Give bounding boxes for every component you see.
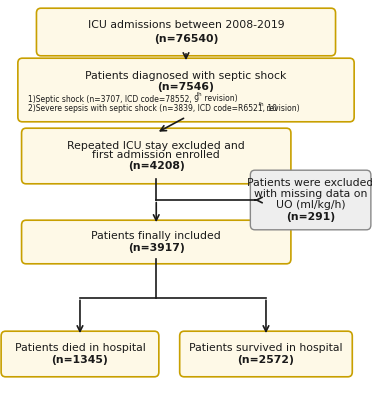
FancyBboxPatch shape <box>22 128 291 184</box>
Text: (n=4208): (n=4208) <box>128 161 185 171</box>
Text: first admission enrolled: first admission enrolled <box>92 150 220 160</box>
Text: Patients were excluded: Patients were excluded <box>247 178 372 188</box>
FancyBboxPatch shape <box>18 58 354 122</box>
Text: revision): revision) <box>202 94 238 104</box>
FancyBboxPatch shape <box>250 170 371 230</box>
Text: 2)Severe sepsis with septic shock (n=3839, ICD code=R6521, 10: 2)Severe sepsis with septic shock (n=383… <box>28 104 277 113</box>
FancyBboxPatch shape <box>36 8 336 56</box>
Text: Repeated ICU stay excluded and: Repeated ICU stay excluded and <box>67 141 245 151</box>
Text: with missing data on: with missing data on <box>254 189 367 199</box>
Text: th: th <box>197 92 203 98</box>
Text: (n=1345): (n=1345) <box>52 355 108 366</box>
Text: 1)Septic shock (n=3707, ICD code=78552, 9: 1)Septic shock (n=3707, ICD code=78552, … <box>28 94 199 104</box>
FancyBboxPatch shape <box>1 331 159 377</box>
Text: ICU admissions between 2008-2019: ICU admissions between 2008-2019 <box>88 20 284 30</box>
Text: th: th <box>259 102 265 107</box>
Text: (n=291): (n=291) <box>286 212 335 222</box>
FancyBboxPatch shape <box>180 331 352 377</box>
Text: Patients finally included: Patients finally included <box>92 230 221 240</box>
Text: UO (ml/kg/h): UO (ml/kg/h) <box>276 200 346 210</box>
Text: (n=3917): (n=3917) <box>128 243 185 254</box>
Text: Patients died in hospital: Patients died in hospital <box>15 342 145 353</box>
Text: revision): revision) <box>264 104 300 113</box>
Text: (n=2572): (n=2572) <box>238 355 294 366</box>
FancyBboxPatch shape <box>22 220 291 264</box>
Text: (n=76540): (n=76540) <box>154 34 218 44</box>
Text: Patients diagnosed with septic shock: Patients diagnosed with septic shock <box>85 71 287 81</box>
Text: (n=7546): (n=7546) <box>158 82 214 92</box>
Text: Patients survived in hospital: Patients survived in hospital <box>189 342 343 353</box>
